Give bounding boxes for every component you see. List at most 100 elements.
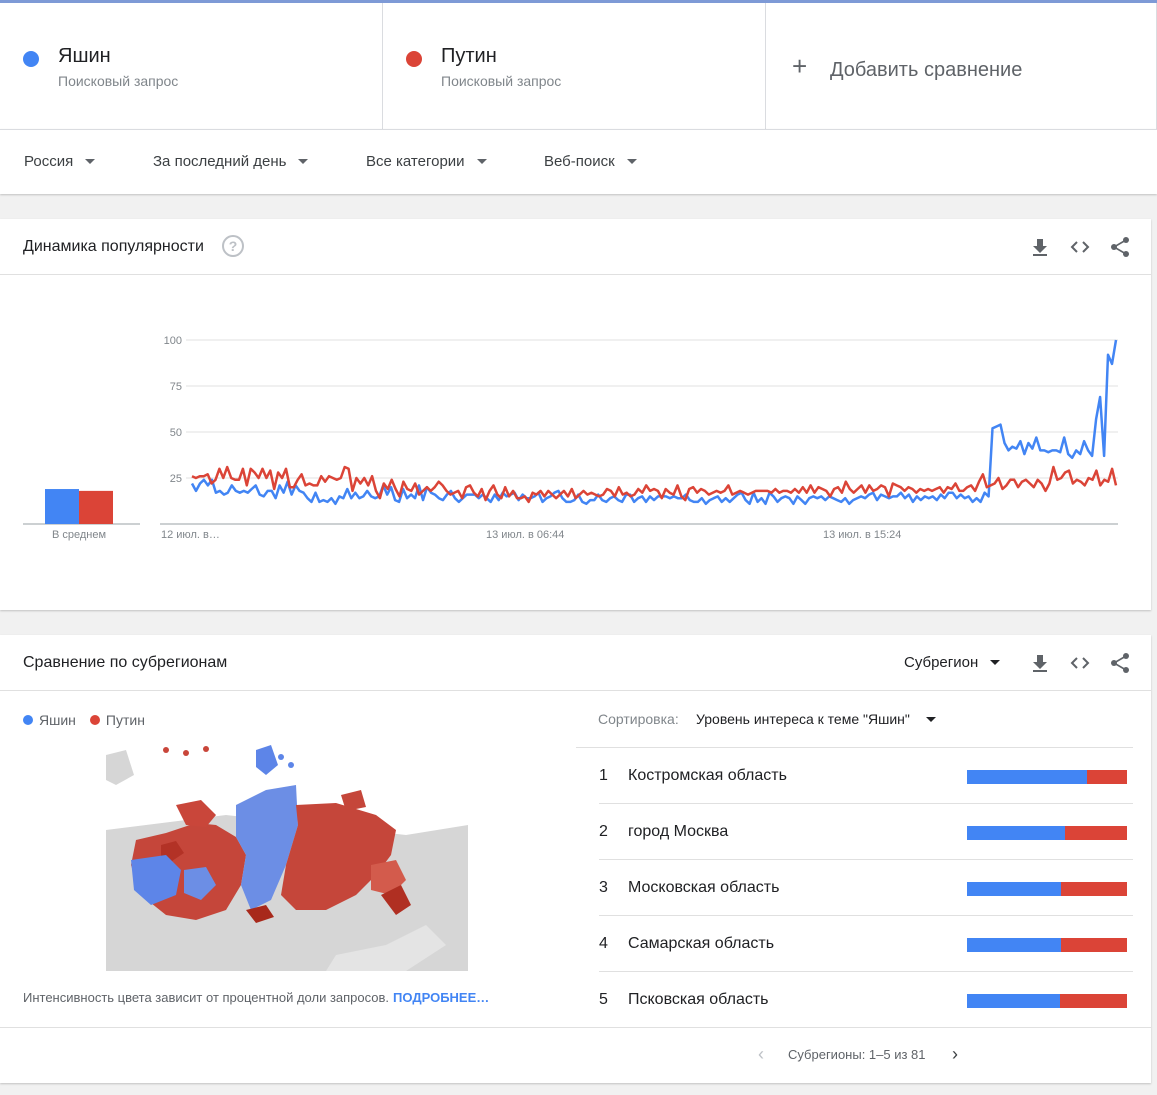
region-filter-label: Россия — [24, 153, 74, 170]
region-rank: 2 — [599, 823, 608, 840]
region-name: Московская область — [628, 879, 780, 896]
share-bar-a — [967, 770, 1087, 784]
download-icon[interactable] — [1029, 652, 1051, 674]
card-header: Сравнение по субрегионам Субрегион — [0, 635, 1151, 691]
card-title: Динамика популярности — [23, 238, 204, 255]
x-tick-label: 13 июл. в 06:44 — [486, 529, 564, 541]
region-rank: 4 — [599, 935, 608, 952]
legend-dot — [23, 715, 33, 725]
chevron-down-icon — [990, 660, 1001, 665]
legend-item: Яшин — [23, 712, 76, 728]
download-icon[interactable] — [1029, 236, 1051, 258]
subregion-card: Сравнение по субрегионам Субрегион Яшин … — [0, 635, 1151, 1083]
share-bar-a — [967, 826, 1065, 840]
region-filter[interactable]: Россия — [24, 153, 96, 170]
region-share-bar — [967, 882, 1127, 896]
term-color-dot — [23, 51, 39, 67]
share-bar-a — [967, 938, 1062, 952]
average-bar — [45, 489, 79, 524]
subregion-dropdown[interactable]: Субрегион — [904, 654, 1001, 671]
period-filter[interactable]: За последний день — [153, 153, 309, 170]
sort-dropdown[interactable]: Уровень интереса к теме "Яшин" — [696, 711, 936, 727]
legend-dot — [89, 715, 100, 725]
share-icon[interactable] — [1109, 236, 1131, 258]
chevron-down-icon — [85, 159, 96, 164]
region-share-bar — [967, 770, 1127, 784]
legend-label: Путин — [105, 712, 145, 728]
embed-icon[interactable] — [1069, 236, 1091, 258]
region-rank: 1 — [599, 767, 608, 784]
region-rank: 3 — [599, 879, 608, 896]
average-bar — [79, 490, 113, 524]
share-bar-b — [1061, 938, 1127, 952]
region-name: Псковская область — [628, 991, 769, 1008]
share-bar-a — [967, 882, 1062, 896]
card-header: Динамика популярности ? — [0, 219, 1151, 275]
term-name: Яшин — [58, 45, 111, 67]
plus-icon: + — [792, 51, 808, 81]
list-item[interactable]: 4 Самарская область — [599, 916, 1133, 972]
share-bar-b — [1064, 826, 1127, 840]
interest-line-chart: 100 75 50 25 12 июл. в… 13 июл. в 06:44 13 июл… — [23, 335, 1118, 541]
region-list: 1 Костромская область 2 город Москва 3 М… — [576, 747, 1133, 1028]
share-icon[interactable] — [1109, 652, 1131, 674]
card-title: Сравнение по субрегионам — [23, 654, 228, 671]
category-filter-label: Все категории — [366, 153, 465, 170]
region-name: Самарская область — [628, 935, 775, 952]
term-name: Путин — [441, 45, 497, 67]
chevron-down-icon — [626, 159, 637, 164]
russia-region-map[interactable] — [106, 745, 468, 971]
add-comparison-label: Добавить сравнение — [830, 59, 1023, 81]
map-note: Интенсивность цвета зависит от процентно… — [23, 990, 489, 1005]
legend-label: Яшин — [39, 712, 76, 728]
sort-value: Уровень интереса к теме "Яшин" — [696, 711, 910, 727]
region-share-bar — [967, 938, 1127, 952]
y-tick-label: 75 — [170, 381, 182, 393]
category-filter[interactable]: Все категории — [366, 153, 487, 170]
chevron-right-icon[interactable]: › — [952, 1044, 958, 1064]
term-color-dot — [406, 51, 422, 67]
legend-item: Путин — [89, 712, 145, 728]
list-item[interactable]: 2 город Москва — [599, 804, 1133, 860]
list-item[interactable]: 1 Костромская область — [599, 748, 1133, 804]
compare-bar: Яшин Поисковый запрос Путин Поисковый за… — [0, 0, 1157, 129]
pagination: ‹ Субрегионы: 1–5 из 81 › — [0, 1027, 1151, 1083]
chevron-down-icon — [925, 716, 936, 722]
chevron-down-icon — [298, 159, 309, 164]
share-bar-b — [1059, 994, 1127, 1008]
term-type: Поисковый запрос — [58, 73, 179, 89]
region-share-bar — [967, 994, 1127, 1008]
sort-label: Сортировка: — [598, 711, 679, 727]
search-term-1[interactable]: Яшин Поисковый запрос — [0, 3, 383, 129]
list-item[interactable]: 5 Псковская область — [599, 972, 1133, 1028]
chevron-left-icon[interactable]: ‹ — [758, 1044, 764, 1064]
average-label: В среднем — [52, 529, 106, 541]
interest-over-time-card: Динамика популярности ? 100 75 50 25 12 июл.… — [0, 219, 1151, 610]
region-share-bar — [967, 826, 1127, 840]
learn-more-link[interactable]: ПОДРОБНЕЕ… — [393, 990, 490, 1005]
add-comparison-button[interactable]: + Добавить сравнение — [766, 3, 1157, 129]
share-bar-b — [1061, 882, 1127, 896]
search-term-2[interactable]: Путин Поисковый запрос — [383, 3, 766, 129]
map-note-text: Интенсивность цвета зависит от процентно… — [23, 990, 390, 1005]
share-bar-b — [1087, 770, 1127, 784]
y-tick-label: 25 — [170, 473, 182, 485]
embed-icon[interactable] — [1069, 652, 1091, 674]
region-rank: 5 — [599, 991, 608, 1008]
search-type-filter[interactable]: Веб-поиск — [544, 153, 637, 170]
y-tick-label: 100 — [164, 335, 182, 347]
x-tick-label: 13 июл. в 15:24 — [823, 529, 901, 541]
search-type-filter-label: Веб-поиск — [544, 153, 615, 170]
list-item[interactable]: 3 Московская область — [599, 860, 1133, 916]
filter-bar: Россия За последний день Все категории В… — [0, 129, 1157, 194]
chevron-down-icon — [476, 159, 487, 164]
region-name: Костромская область — [628, 767, 787, 784]
x-tick-label: 12 июл. в… — [161, 529, 220, 541]
map-legend: Яшин Путин — [23, 712, 159, 728]
subregion-dropdown-label: Субрегион — [904, 654, 979, 671]
series-line — [190, 339, 1118, 506]
help-icon[interactable]: ? — [222, 235, 244, 257]
term-type: Поисковый запрос — [441, 73, 562, 89]
y-tick-label: 50 — [170, 427, 182, 439]
pagination-label: Субрегионы: 1–5 из 81 — [788, 1047, 926, 1062]
